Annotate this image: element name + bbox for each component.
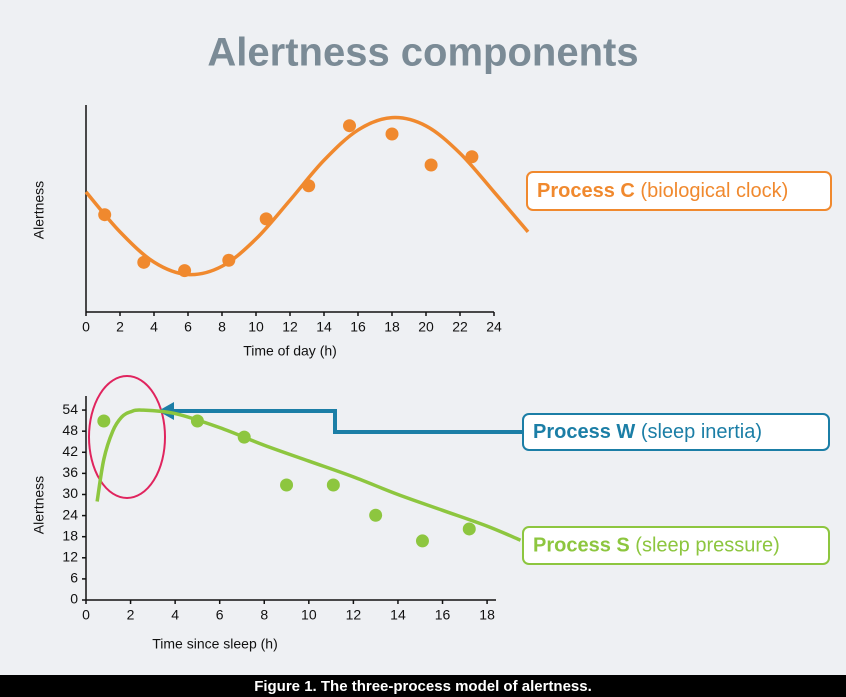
x-tick-label: 8 bbox=[260, 607, 268, 623]
background bbox=[0, 0, 846, 675]
x-tick-label: 6 bbox=[184, 319, 192, 335]
x-tick-label: 4 bbox=[171, 607, 179, 623]
x-tick-label: 22 bbox=[452, 319, 468, 335]
data-point bbox=[462, 522, 476, 536]
data-point bbox=[424, 158, 438, 172]
x-tick-label: 14 bbox=[316, 319, 332, 335]
y-tick-label: 12 bbox=[62, 548, 78, 564]
y-tick-label: 0 bbox=[70, 591, 78, 607]
x-tick-label: 14 bbox=[390, 607, 406, 623]
data-point bbox=[98, 208, 112, 222]
data-point bbox=[302, 179, 316, 193]
x-tick-label: 4 bbox=[150, 319, 158, 335]
x-tick-label: 10 bbox=[248, 319, 264, 335]
x-tick-label: 20 bbox=[418, 319, 434, 335]
data-point bbox=[326, 478, 340, 492]
data-point bbox=[222, 253, 236, 267]
label-box bbox=[522, 413, 830, 451]
data-point bbox=[190, 414, 204, 428]
x-tick-label: 8 bbox=[218, 319, 226, 335]
data-point bbox=[237, 430, 251, 444]
process-name: Process S bbox=[533, 535, 630, 557]
process-detail: (biological clock) bbox=[640, 180, 788, 202]
process-label: Process W (sleep inertia) bbox=[533, 421, 762, 443]
x-tick-label: 16 bbox=[435, 607, 451, 623]
data-point bbox=[137, 255, 151, 269]
label-box bbox=[522, 526, 830, 565]
y-tick-label: 54 bbox=[62, 401, 78, 417]
process-name: Process W bbox=[533, 421, 635, 443]
x-tick-label: 16 bbox=[350, 319, 366, 335]
process-detail: (sleep inertia) bbox=[641, 421, 762, 443]
data-point bbox=[259, 212, 273, 226]
x-tick-label: 2 bbox=[127, 607, 135, 623]
y-tick-label: 30 bbox=[62, 485, 78, 501]
arrow-line bbox=[170, 409, 522, 434]
x-tick-label: 10 bbox=[301, 607, 317, 623]
data-point bbox=[178, 264, 192, 278]
process-name: Process C bbox=[537, 180, 635, 202]
x-tick-label: 12 bbox=[282, 319, 298, 335]
x-tick-label: 2 bbox=[116, 319, 124, 335]
y-tick-label: 24 bbox=[62, 506, 78, 522]
process-label: Process S (sleep pressure) bbox=[533, 535, 780, 557]
y-axis-label: Alertness bbox=[31, 476, 47, 534]
x-tick-label: 12 bbox=[346, 607, 362, 623]
data-point bbox=[280, 478, 294, 492]
process-detail: (sleep pressure) bbox=[635, 535, 780, 557]
x-axis-label: Time since sleep (h) bbox=[152, 636, 278, 652]
data-point bbox=[415, 534, 429, 548]
data-point bbox=[465, 150, 479, 164]
y-tick-label: 42 bbox=[62, 443, 78, 459]
fit-curve bbox=[95, 408, 522, 542]
data-point bbox=[343, 119, 356, 133]
y-tick-label: 48 bbox=[62, 422, 78, 438]
y-axis-label: Alertness bbox=[31, 181, 47, 239]
caption: Figure 1. The three-process model of ale… bbox=[254, 678, 592, 695]
title: Alertness components bbox=[207, 31, 638, 75]
x-tick-label: 18 bbox=[384, 319, 400, 335]
highlight-ellipse bbox=[88, 375, 166, 499]
data-point bbox=[385, 127, 399, 141]
label-box bbox=[526, 171, 832, 211]
data-point bbox=[97, 414, 111, 428]
x-tick-label: 0 bbox=[82, 319, 90, 335]
data-point bbox=[369, 508, 383, 522]
x-tick-label: 6 bbox=[216, 607, 224, 623]
x-tick-label: 18 bbox=[479, 607, 495, 623]
x-axis-label: Time of day (h) bbox=[243, 343, 337, 359]
x-tick-label: 24 bbox=[486, 319, 502, 335]
y-tick-label: 18 bbox=[62, 527, 78, 543]
y-tick-label: 36 bbox=[62, 464, 78, 480]
caption-bar bbox=[0, 675, 846, 697]
process-label: Process C (biological clock) bbox=[537, 180, 788, 202]
y-tick-label: 6 bbox=[70, 570, 78, 586]
x-tick-label: 0 bbox=[82, 607, 90, 623]
